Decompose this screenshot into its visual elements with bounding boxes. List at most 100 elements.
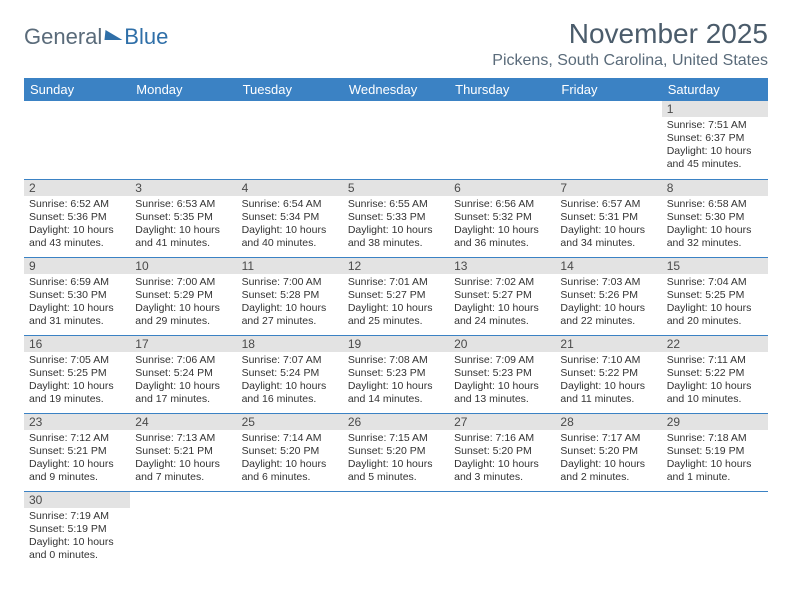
sunrise-text: Sunrise: 7:19 AM	[29, 510, 125, 523]
daylight-text: Daylight: 10 hours and 0 minutes.	[29, 536, 125, 562]
sunset-text: Sunset: 5:30 PM	[29, 289, 125, 302]
sunset-text: Sunset: 5:22 PM	[560, 367, 656, 380]
day-number: 6	[449, 180, 555, 196]
sunrise-text: Sunrise: 7:16 AM	[454, 432, 550, 445]
sunrise-text: Sunrise: 7:08 AM	[348, 354, 444, 367]
day-details: Sunrise: 7:10 AMSunset: 5:22 PMDaylight:…	[555, 352, 661, 410]
calendar-cell: 27Sunrise: 7:16 AMSunset: 5:20 PMDayligh…	[449, 413, 555, 491]
day-details: Sunrise: 7:13 AMSunset: 5:21 PMDaylight:…	[130, 430, 236, 488]
calendar-cell: 12Sunrise: 7:01 AMSunset: 5:27 PMDayligh…	[343, 257, 449, 335]
calendar-page: GeneralBlue November 2025 Pickens, South…	[0, 0, 792, 569]
sunrise-text: Sunrise: 7:09 AM	[454, 354, 550, 367]
sunset-text: Sunset: 5:25 PM	[667, 289, 763, 302]
day-number: 20	[449, 336, 555, 352]
day-number: 1	[662, 101, 768, 117]
sunset-text: Sunset: 5:21 PM	[135, 445, 231, 458]
daylight-text: Daylight: 10 hours and 1 minute.	[667, 458, 763, 484]
daylight-text: Daylight: 10 hours and 3 minutes.	[454, 458, 550, 484]
sunset-text: Sunset: 5:34 PM	[242, 211, 338, 224]
calendar-week-row: 23Sunrise: 7:12 AMSunset: 5:21 PMDayligh…	[24, 413, 768, 491]
day-number: 27	[449, 414, 555, 430]
daylight-text: Daylight: 10 hours and 27 minutes.	[242, 302, 338, 328]
location-subtitle: Pickens, South Carolina, United States	[492, 52, 768, 70]
day-details: Sunrise: 7:11 AMSunset: 5:22 PMDaylight:…	[662, 352, 768, 410]
day-details: Sunrise: 7:06 AMSunset: 5:24 PMDaylight:…	[130, 352, 236, 410]
daylight-text: Daylight: 10 hours and 13 minutes.	[454, 380, 550, 406]
sunset-text: Sunset: 5:24 PM	[242, 367, 338, 380]
daylight-text: Daylight: 10 hours and 29 minutes.	[135, 302, 231, 328]
day-number: 15	[662, 258, 768, 274]
sunset-text: Sunset: 5:30 PM	[667, 211, 763, 224]
day-number: 18	[237, 336, 343, 352]
day-number: 23	[24, 414, 130, 430]
sunrise-text: Sunrise: 7:05 AM	[29, 354, 125, 367]
sunset-text: Sunset: 5:24 PM	[135, 367, 231, 380]
calendar-cell: 23Sunrise: 7:12 AMSunset: 5:21 PMDayligh…	[24, 413, 130, 491]
calendar-week-row: 1Sunrise: 7:51 AMSunset: 6:37 PMDaylight…	[24, 101, 768, 179]
sunset-text: Sunset: 6:37 PM	[667, 132, 763, 145]
calendar-cell: 3Sunrise: 6:53 AMSunset: 5:35 PMDaylight…	[130, 179, 236, 257]
sunrise-text: Sunrise: 7:13 AM	[135, 432, 231, 445]
day-number: 13	[449, 258, 555, 274]
sunrise-text: Sunrise: 6:56 AM	[454, 198, 550, 211]
sunrise-text: Sunrise: 7:02 AM	[454, 276, 550, 289]
sunrise-text: Sunrise: 6:58 AM	[667, 198, 763, 211]
day-details: Sunrise: 6:53 AMSunset: 5:35 PMDaylight:…	[130, 196, 236, 254]
calendar-cell: 2Sunrise: 6:52 AMSunset: 5:36 PMDaylight…	[24, 179, 130, 257]
day-details: Sunrise: 7:00 AMSunset: 5:29 PMDaylight:…	[130, 274, 236, 332]
sunset-text: Sunset: 5:21 PM	[29, 445, 125, 458]
daylight-text: Daylight: 10 hours and 19 minutes.	[29, 380, 125, 406]
day-details: Sunrise: 7:04 AMSunset: 5:25 PMDaylight:…	[662, 274, 768, 332]
day-details: Sunrise: 6:58 AMSunset: 5:30 PMDaylight:…	[662, 196, 768, 254]
day-number: 29	[662, 414, 768, 430]
flag-icon	[105, 30, 124, 40]
calendar-week-row: 2Sunrise: 6:52 AMSunset: 5:36 PMDaylight…	[24, 179, 768, 257]
sunset-text: Sunset: 5:26 PM	[560, 289, 656, 302]
sunset-text: Sunset: 5:19 PM	[667, 445, 763, 458]
day-details: Sunrise: 6:55 AMSunset: 5:33 PMDaylight:…	[343, 196, 449, 254]
day-number: 22	[662, 336, 768, 352]
calendar-cell	[449, 491, 555, 569]
calendar-cell: 10Sunrise: 7:00 AMSunset: 5:29 PMDayligh…	[130, 257, 236, 335]
daylight-text: Daylight: 10 hours and 25 minutes.	[348, 302, 444, 328]
calendar-cell: 6Sunrise: 6:56 AMSunset: 5:32 PMDaylight…	[449, 179, 555, 257]
sunset-text: Sunset: 5:22 PM	[667, 367, 763, 380]
sunrise-text: Sunrise: 7:11 AM	[667, 354, 763, 367]
sunset-text: Sunset: 5:33 PM	[348, 211, 444, 224]
calendar-cell: 24Sunrise: 7:13 AMSunset: 5:21 PMDayligh…	[130, 413, 236, 491]
day-details: Sunrise: 7:02 AMSunset: 5:27 PMDaylight:…	[449, 274, 555, 332]
day-number: 8	[662, 180, 768, 196]
weekday-header: Friday	[555, 78, 661, 101]
weekday-header: Sunday	[24, 78, 130, 101]
daylight-text: Daylight: 10 hours and 11 minutes.	[560, 380, 656, 406]
sunrise-text: Sunrise: 7:06 AM	[135, 354, 231, 367]
daylight-text: Daylight: 10 hours and 7 minutes.	[135, 458, 231, 484]
calendar-week-row: 16Sunrise: 7:05 AMSunset: 5:25 PMDayligh…	[24, 335, 768, 413]
calendar-cell: 22Sunrise: 7:11 AMSunset: 5:22 PMDayligh…	[662, 335, 768, 413]
day-number: 17	[130, 336, 236, 352]
calendar-cell: 4Sunrise: 6:54 AMSunset: 5:34 PMDaylight…	[237, 179, 343, 257]
sunset-text: Sunset: 5:19 PM	[29, 523, 125, 536]
month-title: November 2025	[492, 18, 768, 50]
brand-logo: GeneralBlue	[24, 18, 168, 50]
day-number: 7	[555, 180, 661, 196]
day-details: Sunrise: 7:19 AMSunset: 5:19 PMDaylight:…	[24, 508, 130, 566]
day-details: Sunrise: 6:56 AMSunset: 5:32 PMDaylight:…	[449, 196, 555, 254]
weekday-header: Monday	[130, 78, 236, 101]
sunrise-text: Sunrise: 7:01 AM	[348, 276, 444, 289]
weekday-header-row: Sunday Monday Tuesday Wednesday Thursday…	[24, 78, 768, 101]
day-details: Sunrise: 6:59 AMSunset: 5:30 PMDaylight:…	[24, 274, 130, 332]
day-number: 12	[343, 258, 449, 274]
calendar-week-row: 30Sunrise: 7:19 AMSunset: 5:19 PMDayligh…	[24, 491, 768, 569]
calendar-cell: 13Sunrise: 7:02 AMSunset: 5:27 PMDayligh…	[449, 257, 555, 335]
calendar-cell	[130, 491, 236, 569]
day-details: Sunrise: 7:05 AMSunset: 5:25 PMDaylight:…	[24, 352, 130, 410]
calendar-cell	[555, 101, 661, 179]
sunrise-text: Sunrise: 7:03 AM	[560, 276, 656, 289]
calendar-week-row: 9Sunrise: 6:59 AMSunset: 5:30 PMDaylight…	[24, 257, 768, 335]
sunrise-text: Sunrise: 7:00 AM	[135, 276, 231, 289]
day-number: 26	[343, 414, 449, 430]
day-details: Sunrise: 7:00 AMSunset: 5:28 PMDaylight:…	[237, 274, 343, 332]
day-details: Sunrise: 7:17 AMSunset: 5:20 PMDaylight:…	[555, 430, 661, 488]
calendar-cell: 11Sunrise: 7:00 AMSunset: 5:28 PMDayligh…	[237, 257, 343, 335]
